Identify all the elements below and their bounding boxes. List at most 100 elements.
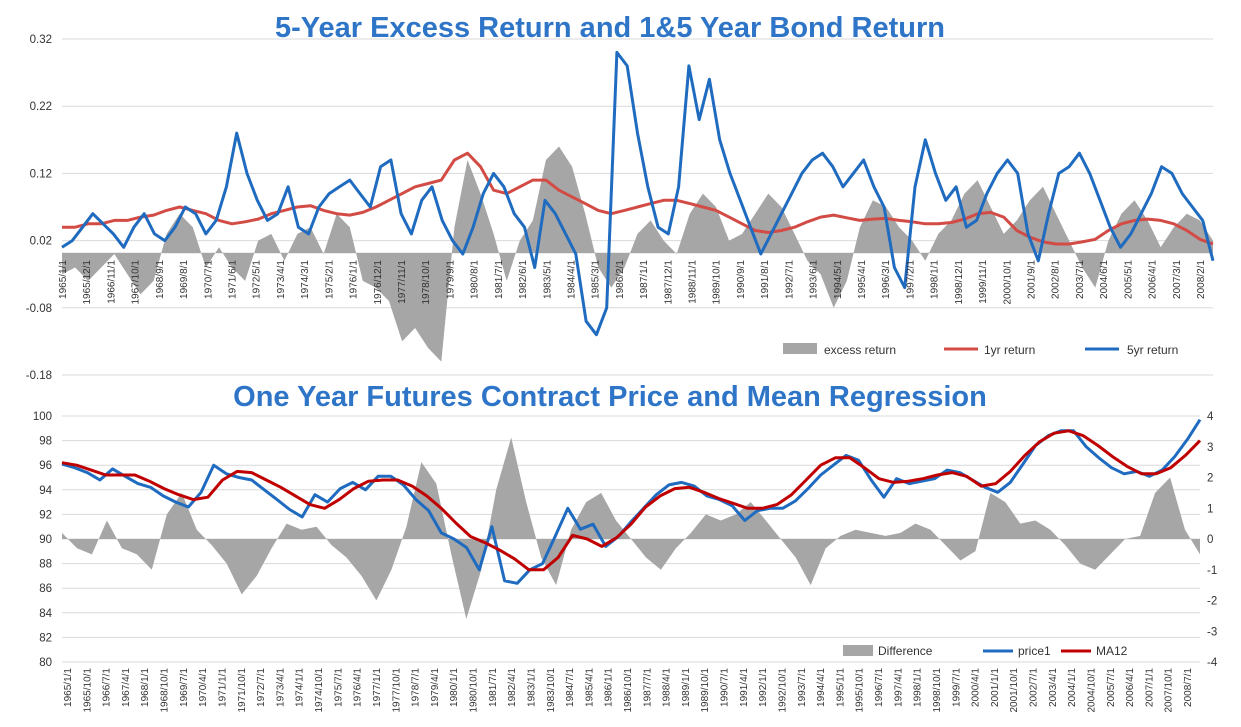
legend-label: MA12 (1096, 644, 1128, 658)
top-x-tick-label: 1980/8/1 (470, 260, 481, 299)
top-x-tick-label: 1998/12/1 (954, 260, 965, 305)
bottom-x-tick-label: 1970/4/1 (198, 668, 209, 707)
bottom-x-tick-label: 2007/1/1 (1144, 668, 1155, 707)
bottom-x-tick-label: 1999/7/1 (951, 668, 962, 707)
top-chart-series (61, 50, 1215, 362)
top-x-tick-label: 1975/2/1 (324, 260, 335, 299)
bottom-right-tick-label: 4 (1207, 411, 1214, 423)
top-x-tick-label: 1998/1/1 (930, 260, 941, 299)
bottom-x-tick-label: 1968/1/1 (140, 668, 151, 707)
bottom-x-tick-label: 1993/7/1 (797, 668, 808, 707)
bottom-left-tick-label: 86 (39, 583, 52, 595)
top-x-tick-label: 1991/8/1 (760, 260, 771, 299)
top-x-tick-label: 1966/11/1 (106, 260, 117, 304)
bottom-x-tick-label: 1992/1/1 (758, 668, 769, 707)
legend-label: Difference (878, 644, 933, 658)
top-chart-x-axis: 1965/1/1 1965/12/1 1966/11/1 1967/10/1 1968/… (58, 260, 1207, 305)
top-x-tick-label: 1978/10/1 (421, 260, 432, 305)
bottom-x-tick-label: 1995/10/1 (855, 668, 866, 713)
bottom-left-tick-label: 100 (33, 411, 52, 423)
bottom-right-tick-label: 2 (1207, 473, 1213, 485)
bottom-x-tick-label: 1971/1/1 (218, 668, 229, 707)
price1-line (61, 418, 1202, 585)
top-x-tick-label: 2004/6/1 (1099, 260, 1110, 299)
bottom-x-tick-label: 1980/10/1 (469, 668, 480, 713)
bottom-chart-left-axis: 100 98 96 94 92 90 88 86 84 82 80 (33, 411, 53, 669)
bottom-x-tick-label: 1990/7/1 (720, 668, 731, 707)
top-x-tick-label: 1987/12/1 (663, 260, 674, 305)
top-x-tick-label: 2000/10/1 (1002, 260, 1013, 305)
top-x-tick-label: 1965/1/1 (58, 260, 69, 299)
bottom-x-tick-label: 1979/4/1 (430, 668, 441, 707)
bottom-chart-title: One Year Futures Contract Price and Mean… (233, 381, 987, 413)
bottom-x-tick-label: 1986/10/1 (623, 668, 634, 713)
bottom-x-tick-label: 1974/10/1 (314, 668, 325, 713)
bottom-left-tick-label: 82 (39, 632, 52, 644)
top-x-tick-label: 1981/7/1 (494, 260, 505, 299)
top-x-tick-label: 1979/9/1 (445, 260, 456, 299)
five-year-return-line (61, 50, 1215, 337)
top-x-tick-label: 1971/6/1 (228, 260, 239, 299)
top-chart-legend: excess return 1yr return 5yr return (783, 343, 1178, 357)
bottom-x-tick-label: 2001/10/1 (1009, 668, 1020, 713)
top-x-tick-label: 1982/6/1 (518, 260, 529, 299)
top-x-tick-label: 1993/6/1 (809, 260, 820, 299)
bottom-x-tick-label: 1965/10/1 (82, 668, 93, 713)
legend-swatch-difference (843, 645, 873, 656)
top-x-tick-label: 2008/2/1 (1196, 260, 1207, 299)
top-x-tick-label: 1969/8/1 (179, 260, 190, 299)
top-x-tick-label: 1987/1/1 (639, 260, 650, 299)
difference-area (62, 437, 1200, 619)
bottom-left-tick-label: 84 (39, 608, 52, 620)
top-y-tick-label: 0.32 (30, 34, 52, 46)
bottom-x-tick-label: 1980/1/1 (449, 668, 460, 707)
bottom-x-tick-label: 1974/1/1 (295, 668, 306, 707)
top-x-tick-label: 1967/10/1 (131, 260, 142, 305)
bottom-right-tick-label: -2 (1207, 596, 1217, 608)
bottom-x-tick-label: 2003/4/1 (1048, 668, 1059, 707)
bottom-right-tick-label: 3 (1207, 442, 1213, 454)
bottom-x-tick-label: 1985/4/1 (584, 668, 595, 707)
top-y-tick-label: -0.08 (26, 303, 52, 315)
bottom-x-tick-label: 1978/7/1 (411, 668, 422, 707)
top-x-tick-label: 1994/5/1 (833, 260, 844, 299)
legend-label: excess return (824, 343, 896, 357)
top-x-tick-label: 1988/11/1 (688, 260, 699, 304)
bottom-x-tick-label: 1998/1/1 (913, 668, 924, 707)
top-chart: 5-Year Excess Return and 1&5 Year Bond R… (26, 12, 1215, 382)
top-x-tick-label: 1984/4/1 (567, 260, 578, 299)
bottom-x-tick-label: 1977/1/1 (372, 668, 383, 707)
one-year-return-line (62, 151, 1214, 246)
bottom-left-tick-label: 92 (39, 509, 52, 521)
top-x-tick-label: 1976/12/1 (373, 260, 384, 305)
bottom-x-tick-label: 2001/1/1 (990, 668, 1001, 707)
top-y-tick-label: 0.02 (30, 236, 52, 248)
bottom-x-tick-label: 1984/7/1 (565, 668, 576, 707)
top-x-tick-label: 1983/5/1 (542, 260, 553, 299)
top-x-tick-label: 1974/3/1 (300, 260, 311, 299)
top-x-tick-label: 2005/5/1 (1123, 260, 1134, 299)
bottom-right-tick-label: -1 (1207, 565, 1217, 577)
legend-label: 5yr return (1127, 343, 1178, 357)
bottom-x-tick-label: 1986/1/1 (604, 668, 615, 707)
top-x-tick-label: 1972/5/1 (252, 260, 263, 299)
top-x-tick-label: 1977/11/1 (397, 260, 408, 304)
bottom-x-tick-label: 1965/1/1 (63, 668, 74, 707)
bottom-x-tick-label: 1988/4/1 (662, 668, 673, 707)
bottom-left-tick-label: 94 (39, 485, 52, 497)
bottom-chart-x-axis: 1965/1/1 1965/10/1 1966/7/1 1967/4/1 1968/1/… (63, 668, 1194, 713)
bottom-x-tick-label: 1987/7/1 (642, 668, 653, 707)
legend-label: price1 (1018, 644, 1051, 658)
bottom-x-tick-label: 1981/7/1 (488, 668, 499, 707)
top-x-tick-label: 1996/3/1 (881, 260, 892, 299)
bottom-right-tick-label: -4 (1207, 657, 1218, 669)
bottom-x-tick-label: 1997/4/1 (893, 668, 904, 707)
top-x-tick-label: 1990/9/1 (736, 260, 747, 299)
legend-label: 1yr return (984, 343, 1035, 357)
top-x-tick-label: 2001/9/1 (1027, 260, 1038, 299)
top-x-tick-label: 1985/3/1 (591, 260, 602, 299)
bottom-chart-right-axis: 4 3 2 1 0 -1 -2 -3 -4 (1207, 411, 1218, 669)
bottom-x-tick-label: 1966/7/1 (102, 668, 113, 707)
top-x-tick-label: 2002/8/1 (1051, 260, 1062, 299)
bottom-chart: One Year Futures Contract Price and Mean… (33, 381, 1218, 713)
